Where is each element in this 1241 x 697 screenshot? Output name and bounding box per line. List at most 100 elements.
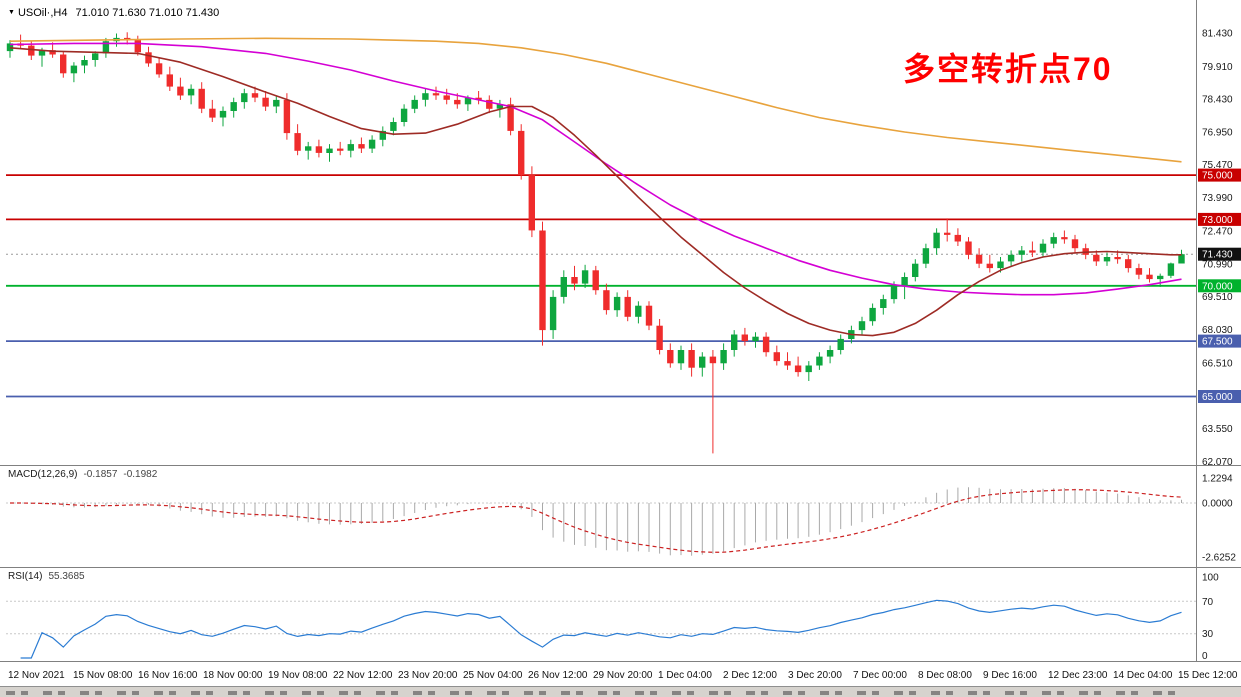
rsi-tick-label: 70 bbox=[1202, 597, 1214, 608]
candle bbox=[1039, 239, 1047, 257]
candle bbox=[390, 117, 397, 136]
price-axis[interactable]: 81.430 79.910 78.430 76.950 75.470 73.990 72.4… bbox=[1196, 0, 1241, 661]
candle bbox=[70, 62, 78, 83]
candle bbox=[922, 243, 930, 269]
candle bbox=[315, 139, 323, 158]
candle bbox=[326, 144, 333, 162]
rsi-tick-label: 100 bbox=[1202, 573, 1219, 584]
price-tick-label: 76.950 bbox=[1202, 128, 1233, 139]
candle bbox=[667, 343, 674, 368]
time-tick-label: 9 Dec 16:00 bbox=[983, 670, 1037, 681]
candle bbox=[60, 51, 67, 78]
candle bbox=[699, 352, 706, 377]
candle bbox=[603, 283, 610, 315]
candle bbox=[49, 42, 56, 58]
time-axis[interactable]: 12 Nov 2021 15 Nov 08:00 16 Nov 16:00 18 No… bbox=[8, 670, 1238, 681]
rsi-line bbox=[20, 599, 1182, 659]
price-tick-label: 78.430 bbox=[1202, 95, 1233, 106]
time-tick-label: 23 Nov 20:00 bbox=[398, 670, 458, 681]
candle bbox=[731, 330, 738, 357]
rsi-value: 55.3685 bbox=[48, 571, 85, 582]
candle bbox=[933, 228, 940, 255]
candle bbox=[581, 264, 589, 288]
price-tick-label: 81.430 bbox=[1202, 28, 1233, 39]
macd-tick-label: -2.6252 bbox=[1202, 552, 1236, 563]
candle bbox=[986, 254, 993, 273]
price-badge: 73.000 bbox=[1198, 212, 1241, 226]
macd-value-signal: -0.1982 bbox=[123, 469, 158, 480]
rsi-panel[interactable]: 100 70 30 0 bbox=[6, 573, 1219, 663]
annotation-text[interactable]: 多空转折点70 bbox=[903, 51, 1113, 87]
time-tick-label: 2 Dec 12:00 bbox=[723, 670, 777, 681]
candle bbox=[283, 93, 291, 140]
time-tick-label: 15 Nov 08:00 bbox=[73, 670, 133, 681]
candle bbox=[251, 86, 259, 103]
price-badge: 75.000 bbox=[1198, 168, 1241, 182]
candle bbox=[1167, 262, 1175, 279]
symbol-dropdown-icon[interactable]: ▼ bbox=[8, 9, 15, 16]
candle bbox=[155, 57, 163, 78]
chart-title: ▼ USOil·,H4 71.010 71.630 71.010 71.430 bbox=[8, 7, 219, 19]
time-tick-label: 29 Nov 20:00 bbox=[593, 670, 653, 681]
candle bbox=[677, 345, 685, 370]
candle bbox=[1125, 254, 1132, 273]
candle bbox=[358, 137, 365, 153]
time-tick-label: 26 Nov 12:00 bbox=[528, 670, 588, 681]
candle bbox=[1007, 250, 1015, 266]
rsi-tick-label: 0 bbox=[1202, 651, 1208, 662]
candle bbox=[368, 135, 376, 153]
candle bbox=[475, 91, 482, 105]
price-badge-label: 65.000 bbox=[1202, 392, 1233, 403]
candles bbox=[6, 32, 1185, 454]
macd-tick-label: 0.0000 bbox=[1202, 499, 1233, 510]
time-tick-label: 1 Dec 04:00 bbox=[658, 670, 712, 681]
rsi-name: RSI(14) bbox=[8, 571, 43, 582]
price-tick-label: 68.030 bbox=[1202, 325, 1233, 336]
candle bbox=[592, 265, 599, 295]
candle bbox=[1093, 250, 1100, 266]
chart-title-symbol: USOil·,H4 bbox=[17, 7, 68, 19]
candle bbox=[422, 88, 429, 107]
candle bbox=[720, 343, 727, 370]
candle bbox=[273, 95, 280, 114]
macd-label: MACD(12,26,9) -0.1857 -0.1982 bbox=[8, 469, 157, 480]
candle bbox=[443, 88, 450, 105]
candle bbox=[92, 51, 99, 67]
candle bbox=[880, 294, 887, 315]
macd-tick-label: 1.2294 bbox=[1202, 473, 1233, 484]
time-tick-label: 7 Dec 00:00 bbox=[853, 670, 907, 681]
time-tick-label: 12 Dec 23:00 bbox=[1048, 670, 1108, 681]
candle bbox=[305, 141, 312, 160]
candle bbox=[1071, 234, 1079, 253]
candle bbox=[400, 104, 408, 127]
chart-title-ohlc: 71.010 71.630 71.010 71.430 bbox=[75, 7, 220, 19]
candle bbox=[262, 91, 269, 111]
macd-panel[interactable]: 1.2294 0.0000 -2.6252 bbox=[6, 473, 1236, 563]
price-tick-label: 69.510 bbox=[1202, 292, 1233, 303]
candle bbox=[81, 55, 88, 74]
candle bbox=[347, 139, 354, 158]
price-badge: 71.430 bbox=[1198, 247, 1241, 261]
candle bbox=[486, 95, 493, 114]
bottom-tab-strip[interactable] bbox=[0, 686, 1241, 697]
price-tick-label: 62.070 bbox=[1202, 457, 1233, 468]
price-tick-label: 72.470 bbox=[1202, 227, 1233, 238]
candle bbox=[411, 95, 418, 114]
price-badge-label: 70.000 bbox=[1202, 281, 1233, 292]
candle bbox=[1157, 273, 1164, 287]
price-chart[interactable] bbox=[6, 32, 1196, 454]
candle bbox=[624, 290, 631, 322]
time-tick-label: 14 Dec 04:00 bbox=[1113, 670, 1173, 681]
candle bbox=[294, 124, 301, 156]
candle bbox=[1178, 249, 1185, 264]
candle bbox=[837, 334, 844, 355]
candle bbox=[230, 97, 237, 118]
price-badge-label: 71.430 bbox=[1202, 250, 1233, 261]
candle bbox=[177, 77, 184, 100]
candle bbox=[1050, 232, 1057, 249]
candle bbox=[752, 332, 759, 348]
candle bbox=[709, 350, 717, 454]
candle bbox=[954, 228, 961, 246]
candle bbox=[816, 352, 823, 370]
